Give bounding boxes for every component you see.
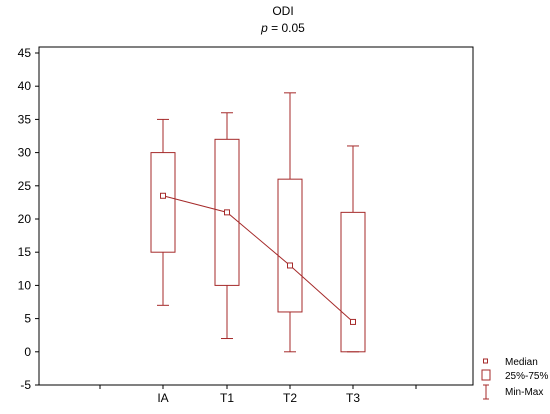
legend-median-marker-icon — [483, 358, 488, 364]
median-marker-ia — [160, 192, 166, 199]
y-tick-label: 20 — [18, 212, 32, 226]
iqr-box-t2 — [277, 178, 303, 313]
iqr-box-t1 — [214, 138, 240, 286]
legend-minmax-label: Min-Max — [505, 387, 543, 398]
y-tick-label: 0 — [24, 345, 31, 359]
y-tick-label: 10 — [18, 278, 32, 292]
median-marker-t3 — [350, 318, 356, 325]
subtitle-rest: = 0.05 — [268, 21, 305, 35]
median-marker-t2 — [287, 262, 293, 269]
subtitle-italic: p — [260, 21, 268, 35]
legend-iqr-box-icon — [481, 369, 491, 381]
y-tick-label: 15 — [18, 245, 32, 259]
chart-subtitle: p = 0.05 — [260, 21, 305, 35]
y-tick-label: -5 — [20, 378, 31, 392]
y-tick-label: 40 — [18, 79, 32, 93]
chart-title: ODI — [272, 4, 293, 18]
box-series — [150, 92, 366, 353]
y-tick-label: 30 — [18, 146, 32, 160]
y-tick-label: 45 — [18, 46, 32, 60]
x-tick-label: IA — [157, 391, 168, 405]
iqr-box-t3 — [340, 211, 366, 353]
x-tick-label: T1 — [220, 391, 234, 405]
legend: Median 25%-75% Min-Max — [481, 357, 548, 400]
y-tick-label: 5 — [24, 312, 31, 326]
iqr-box-ia — [150, 152, 176, 253]
median-trend-line — [162, 195, 354, 323]
legend-median-label: Median — [505, 357, 538, 368]
legend-iqr-label: 25%-75% — [505, 371, 548, 382]
y-tick-label: 25 — [18, 179, 32, 193]
y-axis: 45 40 35 30 25 20 15 10 5 0 -5 — [18, 46, 39, 392]
plot-frame — [38, 46, 474, 386]
median-marker-t1 — [224, 209, 230, 216]
y-tick-label: 35 — [18, 112, 32, 126]
x-tick-label: T2 — [283, 391, 297, 405]
x-tick-label: T3 — [346, 391, 360, 405]
x-axis: IA T1 T2 T3 — [99, 385, 417, 405]
